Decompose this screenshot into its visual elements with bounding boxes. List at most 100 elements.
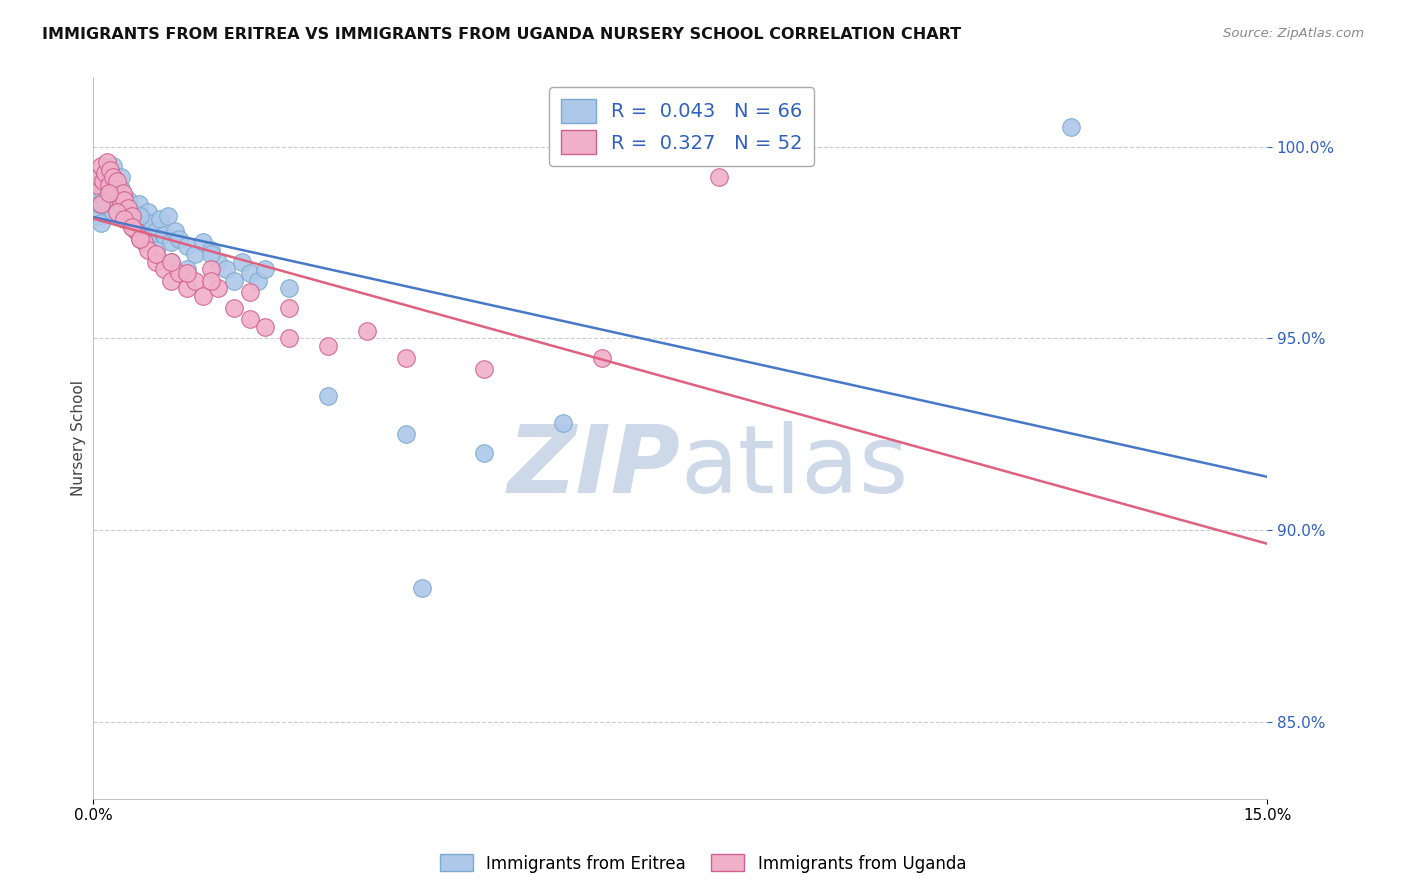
Point [246,274,269,288]
Point [136,235,159,250]
Point [191,289,214,303]
Point [145,224,167,238]
Point [110,170,132,185]
Point [101,204,124,219]
Point [97,186,120,200]
Point [145,247,167,261]
Point [277,331,299,345]
Point [316,339,339,353]
Point [132,220,155,235]
Point [277,281,299,295]
Point [121,220,143,235]
Point [215,262,238,277]
Point [160,254,183,268]
Point [96,154,118,169]
Point [120,201,142,215]
Point [200,247,222,261]
Point [136,243,159,257]
Point [152,262,174,277]
Legend: R =  0.043   N = 66, R =  0.327   N = 52: R = 0.043 N = 66, R = 0.327 N = 52 [548,87,814,166]
Y-axis label: Nursery School: Nursery School [72,380,86,496]
Point [91,186,114,200]
Point [254,262,277,277]
Point [207,281,229,295]
Point [160,274,183,288]
Point [89,170,111,185]
Text: atlas: atlas [681,421,908,513]
Point [136,204,159,219]
Point [107,178,129,192]
Point [474,446,496,460]
Point [316,389,339,403]
Point [90,178,112,192]
Point [160,254,183,268]
Point [356,324,378,338]
Point [97,178,120,192]
Point [90,197,112,211]
Point [474,362,496,376]
Point [551,416,574,430]
Point [169,266,191,280]
Point [90,159,112,173]
Point [117,193,139,207]
Point [90,216,112,230]
Point [169,231,191,245]
Point [105,174,128,188]
Point [1060,120,1083,135]
Point [110,182,132,196]
Point [91,174,114,188]
Point [105,204,128,219]
Point [149,212,172,227]
Point [94,178,117,192]
Point [395,351,418,365]
Point [200,243,222,257]
Text: IMMIGRANTS FROM ERITREA VS IMMIGRANTS FROM UGANDA NURSERY SCHOOL CORRELATION CHA: IMMIGRANTS FROM ERITREA VS IMMIGRANTS FR… [42,27,962,42]
Point [156,209,179,223]
Point [411,581,433,595]
Point [94,189,117,203]
Point [114,189,136,203]
Point [184,274,207,288]
Point [96,166,118,180]
Point [160,235,183,250]
Point [93,170,115,185]
Point [117,201,139,215]
Text: Source: ZipAtlas.com: Source: ZipAtlas.com [1223,27,1364,40]
Point [125,224,148,238]
Point [191,235,214,250]
Point [145,243,167,257]
Point [129,231,152,245]
Point [207,254,229,268]
Point [108,189,131,203]
Point [105,193,128,207]
Point [100,174,122,188]
Point [110,197,132,211]
Point [97,182,120,196]
Point [121,209,143,223]
Point [200,262,222,277]
Point [709,170,731,185]
Point [231,254,253,268]
Point [184,247,207,261]
Point [200,274,222,288]
Legend: Immigrants from Eritrea, Immigrants from Uganda: Immigrants from Eritrea, Immigrants from… [433,847,973,880]
Point [132,235,155,250]
Point [152,227,174,242]
Point [121,220,143,235]
Point [86,178,108,192]
Point [129,212,152,227]
Point [94,197,117,211]
Point [101,170,124,185]
Point [239,285,262,300]
Point [222,301,245,315]
Point [165,224,187,238]
Point [254,319,277,334]
Point [176,239,198,253]
Point [222,274,245,288]
Point [104,182,127,196]
Point [115,204,138,219]
Point [176,266,198,280]
Point [89,197,111,211]
Point [114,193,136,207]
Point [114,212,136,227]
